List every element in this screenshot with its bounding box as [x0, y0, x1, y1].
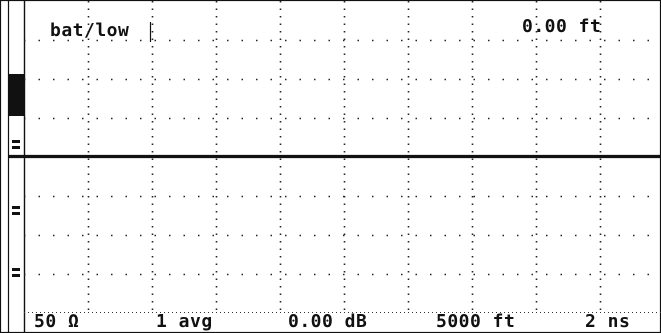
- left-strip-marker-2: [12, 206, 20, 209]
- range-readout: 5000 ft: [436, 311, 516, 332]
- gain-readout: 0.00 dB: [288, 311, 368, 332]
- left-strip-marker-3: [12, 268, 20, 271]
- impedance-readout: 50 Ω: [34, 311, 80, 332]
- cursor-distance: 0.00 ft: [522, 16, 602, 37]
- left-strip-block: [9, 74, 24, 116]
- left-strip-marker-1b: [12, 146, 20, 149]
- battery-status: bat/low: [50, 20, 130, 41]
- left-strip-marker-2b: [12, 212, 20, 215]
- pulse-width-readout: 2 ns: [585, 311, 631, 332]
- averages-readout: 1 avg: [156, 311, 213, 332]
- left-strip-marker-1: [12, 140, 20, 143]
- left-strip-marker-3b: [12, 274, 20, 277]
